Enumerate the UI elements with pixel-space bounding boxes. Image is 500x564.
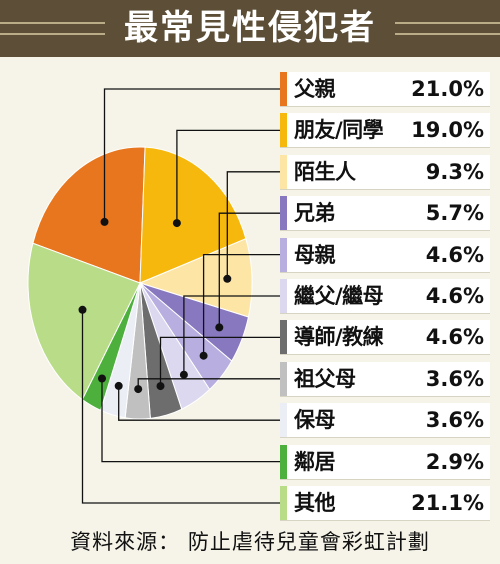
legend-label: 繼父/繼母 bbox=[294, 284, 384, 308]
legend-swatch bbox=[280, 72, 287, 106]
legend-item: 鄰居 2.9% bbox=[280, 444, 490, 480]
legend-value: 4.6% bbox=[425, 325, 484, 350]
legend-label: 陌生人 bbox=[294, 159, 356, 184]
legend-label: 保母 bbox=[294, 408, 336, 433]
legend-swatch bbox=[280, 403, 287, 438]
leader-dot bbox=[172, 219, 181, 228]
legend-value: 2.9% bbox=[425, 449, 484, 474]
leader-line bbox=[81, 309, 280, 504]
leader-dot bbox=[156, 382, 165, 391]
leader-dot bbox=[199, 351, 208, 360]
legend-label: 父親 bbox=[294, 77, 336, 101]
legend-swatch bbox=[280, 486, 287, 520]
leader-dot bbox=[215, 323, 224, 332]
leader-dot bbox=[100, 217, 109, 226]
legend-label: 母親 bbox=[294, 242, 336, 267]
leader-line bbox=[183, 295, 280, 375]
source-note: 資料來源： 防止虐待兒童會彩虹計劃 bbox=[70, 530, 430, 554]
pie-slice bbox=[32, 146, 146, 284]
legend-label: 祖父母 bbox=[294, 366, 356, 391]
pie-slice bbox=[27, 242, 141, 401]
legend-value: 4.6% bbox=[425, 284, 484, 308]
legend-label: 兄弟 bbox=[294, 201, 336, 226]
legend-swatch bbox=[280, 361, 287, 396]
legend-item: 父親 21.0% bbox=[280, 72, 490, 107]
legend-item: 母親 4.6% bbox=[280, 237, 490, 273]
legend-value: 4.6% bbox=[425, 242, 484, 267]
legend-item: 繼父/繼母 4.6% bbox=[280, 279, 490, 314]
legend-value: 9.3% bbox=[425, 159, 484, 184]
leader-line bbox=[226, 171, 280, 279]
pie-slice bbox=[138, 238, 253, 318]
leader-dot bbox=[223, 274, 232, 283]
leader-line bbox=[101, 378, 280, 463]
legend-swatch bbox=[280, 444, 287, 479]
legend-item: 兄弟 5.7% bbox=[280, 196, 490, 232]
legend-swatch bbox=[280, 237, 287, 272]
legend-item: 陌生人 9.3% bbox=[280, 154, 490, 190]
chart-title: 最常見性侵犯者 bbox=[105, 5, 395, 52]
leader-line bbox=[103, 88, 280, 222]
legend-value: 21.0% bbox=[411, 77, 484, 101]
leader-dot bbox=[114, 381, 123, 390]
leader-line bbox=[176, 129, 280, 224]
legend-label: 朋友/同學 bbox=[294, 118, 384, 143]
legend-swatch bbox=[280, 113, 287, 148]
legend-swatch bbox=[280, 320, 287, 355]
legend-value: 3.6% bbox=[425, 408, 484, 433]
legend-swatch bbox=[280, 196, 287, 231]
legend-label: 導師/教練 bbox=[294, 325, 384, 350]
legend-item: 其他 21.1% bbox=[280, 486, 490, 521]
legend-item: 導師/教練 4.6% bbox=[280, 320, 490, 356]
leader-line bbox=[159, 336, 280, 387]
legend-swatch bbox=[280, 154, 287, 189]
leader-dot bbox=[98, 374, 106, 383]
legend-item: 保母 3.6% bbox=[280, 403, 490, 439]
legend-item: 祖父母 3.6% bbox=[280, 361, 490, 397]
legend-item: 朋友/同學 19.0% bbox=[280, 113, 490, 149]
legend-value: 19.0% bbox=[411, 118, 484, 143]
legend-value: 3.6% bbox=[425, 366, 484, 391]
legend-label: 鄰居 bbox=[294, 449, 336, 474]
leader-dot bbox=[179, 370, 188, 379]
legend-label: 其他 bbox=[294, 491, 336, 515]
pie-chart bbox=[27, 88, 280, 504]
leader-line bbox=[202, 253, 280, 356]
title-bar: 最常見性侵犯者 bbox=[0, 0, 500, 57]
leader-line bbox=[218, 212, 280, 328]
legend-swatch bbox=[280, 279, 287, 313]
leader-dot bbox=[78, 305, 87, 314]
leader-dot bbox=[134, 385, 143, 394]
legend-value: 21.1% bbox=[411, 491, 484, 515]
leader-line bbox=[118, 385, 280, 421]
legend-value: 5.7% bbox=[425, 201, 484, 226]
